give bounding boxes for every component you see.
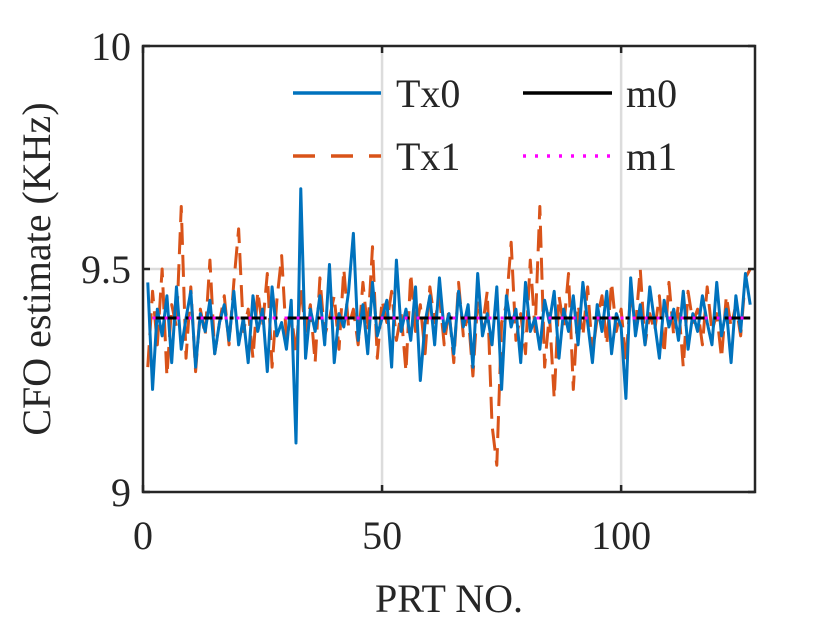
- x-tick-label: 100: [591, 513, 651, 558]
- legend-label-m0: m0: [626, 71, 677, 116]
- plot-area: [146, 187, 752, 467]
- legend-label-tx0: Tx0: [396, 71, 460, 116]
- y-tick-label: 10: [91, 24, 131, 69]
- x-tick-label: 50: [362, 513, 402, 558]
- legend-label-tx1: Tx1: [396, 134, 460, 179]
- y-tick-label: 9: [111, 470, 131, 515]
- ticks: [141, 44, 755, 494]
- tick-labels: 0 50 100 9 9.5 10: [81, 24, 651, 558]
- y-tick-label: 9.5: [81, 247, 131, 292]
- legend: Tx0 Tx1 m0 m1: [293, 71, 677, 179]
- series-line-tx1: [146, 205, 752, 467]
- x-axis-label: PRT NO.: [375, 576, 523, 621]
- x-tick-label: 0: [133, 513, 153, 558]
- legend-label-m1: m1: [626, 134, 677, 179]
- y-axis-label: CFO estimate (KHz): [14, 102, 59, 435]
- grid-lines: [143, 46, 755, 492]
- series-line-tx0: [146, 187, 752, 445]
